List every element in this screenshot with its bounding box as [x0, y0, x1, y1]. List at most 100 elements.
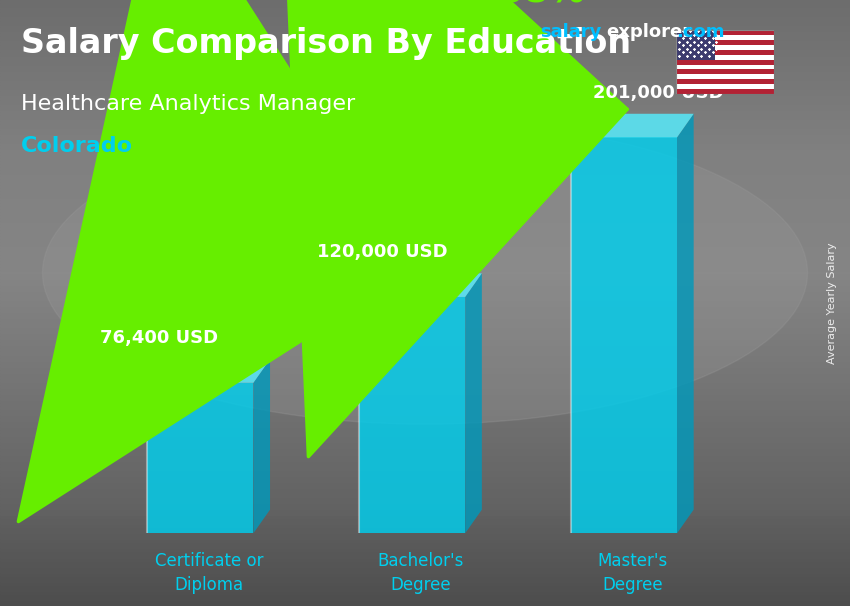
Bar — [676, 55, 774, 59]
Bar — [0, 52, 850, 55]
Bar — [0, 348, 850, 351]
Bar — [0, 127, 850, 130]
Bar — [0, 454, 850, 458]
Polygon shape — [360, 273, 482, 297]
Bar — [0, 145, 850, 148]
Polygon shape — [148, 359, 270, 383]
Bar — [0, 367, 850, 370]
Bar — [0, 564, 850, 567]
Text: Salary Comparison By Education: Salary Comparison By Education — [21, 27, 632, 60]
Bar — [0, 21, 850, 24]
Text: explorer: explorer — [606, 23, 691, 41]
Bar — [0, 164, 850, 167]
Bar — [0, 79, 850, 82]
Text: 120,000 USD: 120,000 USD — [317, 244, 447, 262]
Bar — [0, 103, 850, 106]
Bar — [0, 445, 850, 448]
Bar — [0, 233, 850, 236]
Bar — [0, 436, 850, 439]
Bar — [0, 433, 850, 436]
Bar — [0, 0, 850, 3]
Bar — [0, 12, 850, 15]
Bar — [0, 400, 850, 403]
Bar — [0, 373, 850, 376]
Bar — [0, 576, 850, 579]
Bar — [0, 185, 850, 188]
Bar — [0, 73, 850, 76]
Bar — [0, 364, 850, 367]
Bar — [0, 464, 850, 467]
Bar — [0, 412, 850, 415]
Bar — [0, 142, 850, 145]
Polygon shape — [148, 383, 253, 533]
Bar — [0, 479, 850, 482]
Bar — [0, 70, 850, 73]
Bar — [0, 506, 850, 509]
Text: Certificate or
Diploma: Certificate or Diploma — [155, 552, 263, 594]
Bar — [0, 403, 850, 406]
Bar — [0, 409, 850, 412]
Bar — [0, 327, 850, 330]
Bar — [0, 554, 850, 558]
Bar — [0, 106, 850, 109]
Bar — [0, 494, 850, 497]
Bar — [0, 148, 850, 152]
Bar — [0, 64, 850, 67]
Bar — [0, 158, 850, 161]
Bar — [0, 167, 850, 170]
Bar — [0, 200, 850, 203]
Bar — [0, 33, 850, 36]
Bar — [0, 133, 850, 136]
Bar — [0, 358, 850, 361]
Bar — [0, 397, 850, 400]
Bar — [0, 227, 850, 230]
Bar — [0, 30, 850, 33]
Bar — [0, 67, 850, 70]
Bar — [676, 79, 774, 84]
Bar — [0, 500, 850, 503]
Bar — [0, 212, 850, 215]
Bar — [0, 139, 850, 142]
Bar — [0, 361, 850, 364]
Bar — [0, 551, 850, 554]
Bar — [0, 342, 850, 345]
Bar — [0, 539, 850, 542]
Bar — [0, 173, 850, 176]
Bar — [0, 597, 850, 600]
Bar — [0, 509, 850, 512]
Bar — [0, 303, 850, 306]
Bar — [676, 75, 774, 79]
Bar — [0, 215, 850, 218]
Bar — [0, 258, 850, 261]
Bar — [0, 3, 850, 6]
Bar — [0, 461, 850, 464]
Bar — [0, 273, 850, 276]
Bar — [676, 70, 774, 75]
Polygon shape — [253, 359, 270, 533]
Bar — [0, 94, 850, 97]
Bar — [0, 242, 850, 245]
Bar — [676, 40, 774, 45]
Bar — [0, 318, 850, 321]
Polygon shape — [571, 114, 694, 138]
Bar — [0, 39, 850, 42]
Bar — [0, 61, 850, 64]
Bar — [0, 421, 850, 424]
Bar — [0, 221, 850, 224]
Bar — [0, 197, 850, 200]
Bar — [0, 27, 850, 30]
Bar — [0, 124, 850, 127]
Bar — [0, 567, 850, 570]
Bar — [0, 91, 850, 94]
Bar — [0, 315, 850, 318]
Bar — [0, 424, 850, 427]
Bar — [0, 588, 850, 591]
Bar — [0, 451, 850, 454]
Bar — [0, 470, 850, 473]
Bar — [0, 591, 850, 594]
Bar — [0, 542, 850, 545]
Bar — [0, 224, 850, 227]
Text: Healthcare Analytics Manager: Healthcare Analytics Manager — [21, 94, 355, 114]
Bar — [0, 136, 850, 139]
Bar — [0, 261, 850, 264]
